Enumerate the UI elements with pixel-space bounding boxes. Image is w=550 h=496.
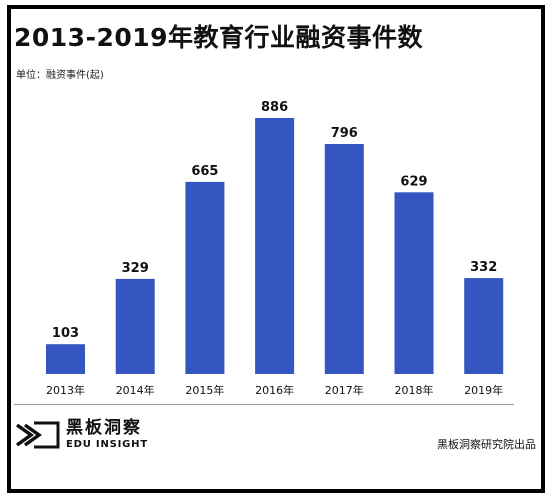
x-tick-label-2016年: 2016年	[255, 383, 294, 397]
bar-2014年	[115, 278, 155, 374]
data-label-2019年: 332	[470, 260, 497, 275]
bar-2019年	[464, 278, 504, 374]
x-tick-label-2019年: 2019年	[464, 383, 503, 397]
data-label-2018年: 629	[400, 174, 427, 189]
unit-label: 单位：融资事件(起)	[16, 70, 104, 81]
logo-mark-icon	[16, 421, 60, 449]
data-label-2013年: 103	[52, 326, 79, 341]
data-label-2016年: 886	[261, 100, 288, 115]
bar-2017年	[324, 144, 364, 374]
source-credit: 黑板洞察研究院出品	[437, 438, 536, 451]
x-tick-label-2013年: 2013年	[46, 383, 85, 397]
brand-name-en: EDU INSIGHT	[66, 439, 148, 450]
chart-title: 2013-2019年教育行业融资事件数	[14, 23, 424, 52]
data-label-2014年: 329	[122, 261, 149, 276]
bar-2016年	[255, 118, 295, 374]
x-tick-label-2018年: 2018年	[395, 383, 434, 397]
x-tick-label-2015年: 2015年	[185, 383, 224, 397]
x-tick-label-2017年: 2017年	[325, 383, 364, 397]
bar-2018年	[394, 192, 434, 374]
divider	[14, 404, 514, 405]
data-label-2015年: 665	[191, 164, 218, 179]
bar-2015年	[185, 181, 225, 374]
brand-logo: 黑板洞察 EDU INSIGHT	[16, 420, 148, 450]
brand-name-cn: 黑板洞察	[66, 418, 142, 438]
x-tick-label-2014年: 2014年	[116, 383, 155, 397]
data-label-2017年: 796	[331, 126, 358, 141]
bar-2013年	[46, 344, 85, 374]
